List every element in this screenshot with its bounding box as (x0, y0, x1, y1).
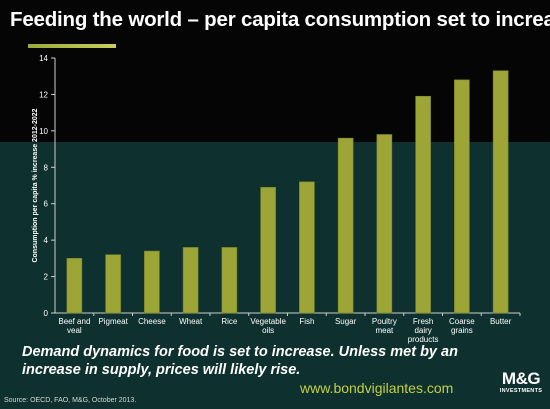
slide-title: Feeding the world – per capita consumpti… (10, 8, 550, 31)
bar (105, 254, 121, 314)
bar (260, 187, 276, 314)
y-axis-title: Consumption per capita % increase 2012-2… (32, 108, 39, 262)
x-tick-label: Sugar (335, 317, 357, 326)
x-tick-label-line: Fresh (413, 317, 433, 326)
x-tick-label: Vegetable oils (250, 317, 286, 335)
caption-text: Demand dynamics for food is set to incre… (22, 344, 458, 378)
x-tick-label: Cheese (138, 317, 166, 326)
x-tick-label: Butter (490, 317, 512, 326)
bar (337, 137, 354, 314)
x-tick-label-line: Beef and (58, 317, 90, 326)
x-tick-label-line: dairy (414, 326, 431, 335)
x-tick-label-line: meat (375, 326, 394, 335)
x-tick-label: Fish (299, 317, 314, 326)
x-tick-label-line: oils (262, 326, 274, 335)
x-tick-label-line: Coarse (449, 317, 475, 326)
y-tick-label: 8 (44, 163, 49, 172)
y-tick-label: 0 (44, 309, 49, 318)
logo-mark: M&G (501, 369, 541, 388)
x-tick-label-line: Poultry (372, 317, 397, 326)
logo-subtitle: INVESTMENTS (499, 388, 543, 394)
y-tick-label: 10 (39, 127, 48, 136)
x-tick-label-line: Vegetable (250, 317, 286, 326)
x-tick-label: Beef and veal (58, 317, 90, 335)
x-tick-label-line: Sugar (335, 317, 357, 326)
x-tick-label: Poultry meat (372, 317, 397, 335)
bar (66, 258, 83, 314)
x-tick-label-line: Butter (490, 317, 512, 326)
bar (182, 247, 199, 314)
x-tick-label-line: Fish (299, 317, 314, 326)
x-tick-label: Wheat (179, 317, 203, 326)
x-tick-label-line: grains (451, 326, 473, 335)
x-tick-label-line: Rice (221, 317, 238, 326)
bar (376, 134, 393, 314)
bar-chart: 0 2 4 6 8 10 12 14 Consumption per capita % incr… (32, 54, 521, 344)
x-tick-label: Rice (221, 317, 238, 326)
x-tick-label-line: Wheat (179, 317, 203, 326)
bar (221, 247, 238, 314)
bar (144, 250, 160, 314)
y-tick-label: 6 (44, 200, 49, 209)
bar (492, 70, 509, 314)
x-tick-label: Fresh dairy products (408, 317, 439, 344)
x-tick-label-line: Pigmeat (98, 317, 128, 326)
bar (415, 95, 431, 314)
bar (299, 181, 315, 314)
x-tick-label: Pigmeat (98, 317, 128, 326)
x-tick-label-line: Cheese (138, 317, 166, 326)
y-tick-label: 4 (44, 236, 49, 245)
source-note: Source: OECD, FAO, M&G, October 2013. (4, 397, 137, 404)
x-tick-label-line: veal (67, 326, 82, 335)
y-tick-label: 14 (39, 54, 48, 63)
website-link[interactable]: www.bondvigilantes.com (300, 380, 454, 396)
x-tick-label: Coarse grains (449, 317, 475, 335)
x-tick-label-line: products (408, 335, 439, 344)
y-tick-label: 2 (44, 273, 49, 282)
y-tick-label: 12 (39, 90, 48, 99)
title-accent-rule (28, 44, 116, 48)
bar (454, 79, 470, 314)
company-logo: M&G INVESTMENTS (496, 369, 546, 395)
